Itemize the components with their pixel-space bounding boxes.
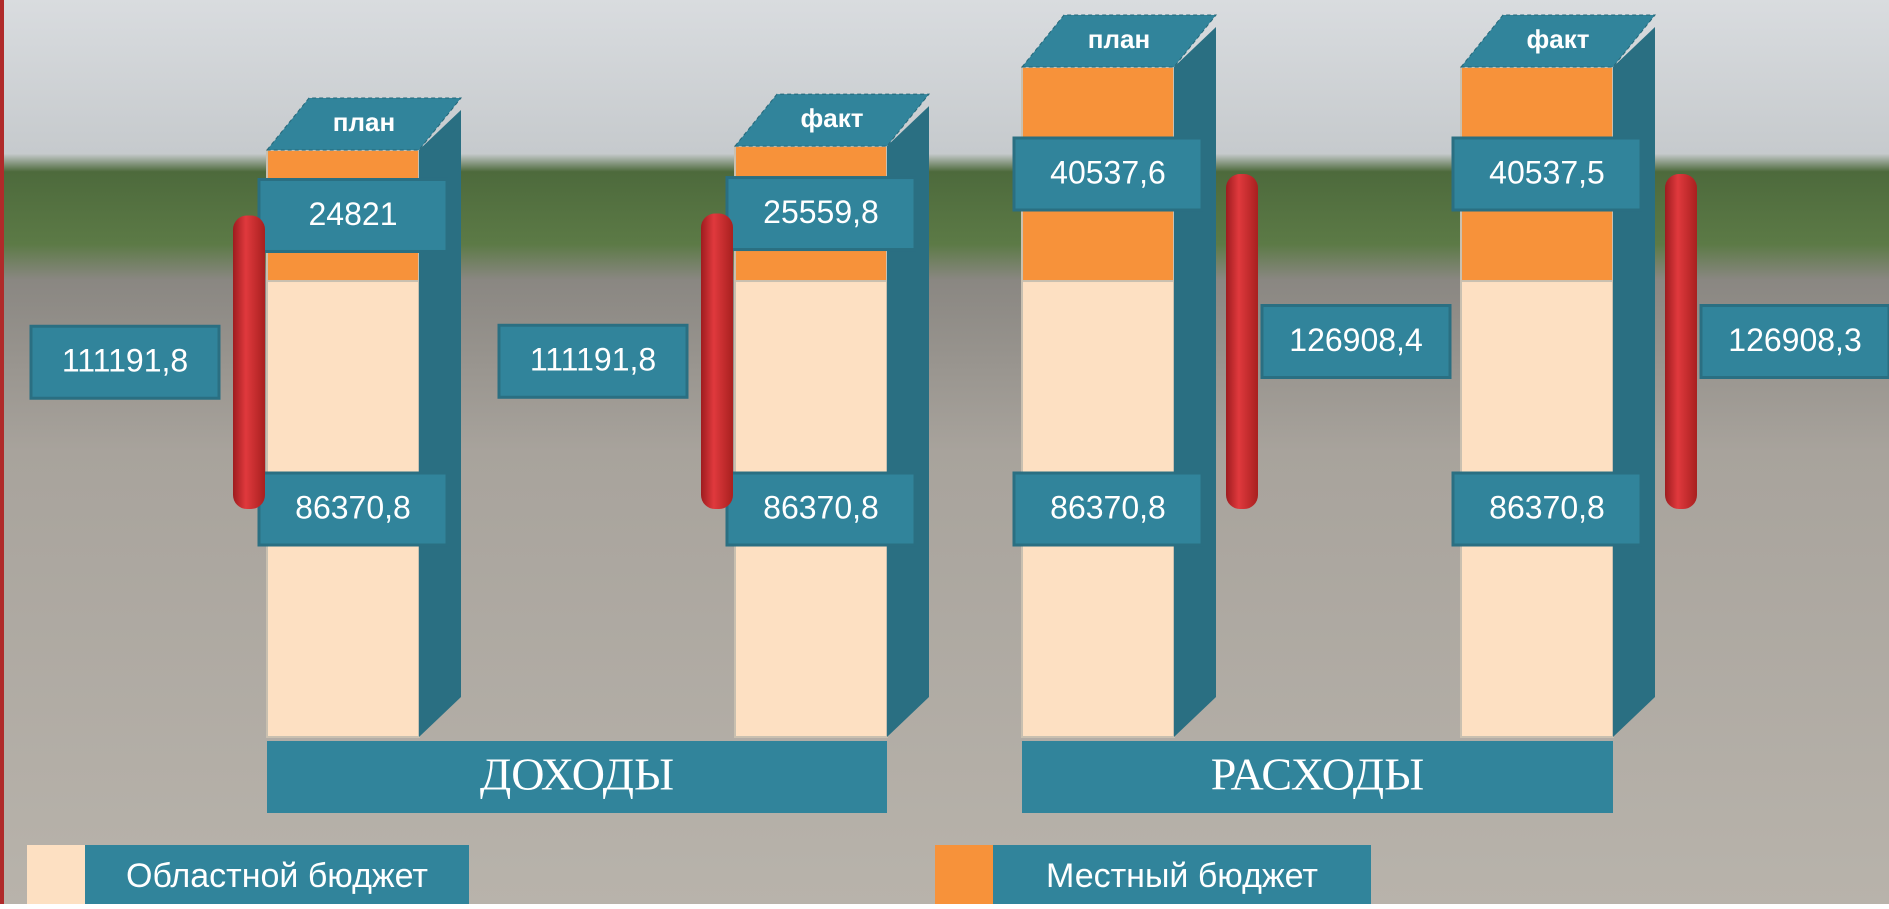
category-label: план bbox=[333, 107, 395, 137]
total-label-box bbox=[1260, 304, 1452, 380]
total-bracket bbox=[701, 213, 733, 510]
group-label: РАСХОДЫ bbox=[1211, 749, 1424, 800]
value-label-box bbox=[1012, 136, 1204, 212]
total-label: 126908,3 bbox=[1728, 322, 1861, 358]
bar-cap bbox=[1459, 14, 1657, 68]
legend-swatch bbox=[27, 845, 85, 907]
value-label-box bbox=[1451, 471, 1643, 547]
value-label-box bbox=[257, 471, 449, 547]
group-box bbox=[267, 741, 887, 813]
total-bracket bbox=[1226, 174, 1258, 510]
category-label: план bbox=[1088, 24, 1150, 54]
category-label: факт bbox=[801, 103, 864, 133]
total-label-box bbox=[29, 324, 221, 400]
value-label: 86370,8 bbox=[1489, 489, 1605, 525]
value-label: 25559,8 bbox=[763, 194, 879, 230]
value-label: 40537,6 bbox=[1050, 154, 1166, 190]
value-label: 24821 bbox=[309, 196, 398, 232]
value-label: 86370,8 bbox=[295, 489, 411, 525]
bar-side bbox=[887, 106, 929, 737]
legend-label: Местный бюджет bbox=[1046, 857, 1318, 895]
value-label-box bbox=[725, 471, 917, 547]
value-label: 40537,5 bbox=[1489, 154, 1605, 190]
group-box bbox=[1022, 741, 1613, 813]
value-label: 86370,8 bbox=[763, 489, 879, 525]
value-label-box bbox=[1012, 471, 1204, 547]
legend-label: Областной бюджет bbox=[126, 857, 428, 895]
value-label-box bbox=[725, 176, 917, 252]
value-label-box bbox=[1451, 136, 1643, 212]
bar-cap bbox=[733, 93, 931, 147]
legend-box bbox=[85, 845, 469, 907]
bar-cap bbox=[1020, 14, 1218, 68]
value-label: 86370,8 bbox=[1050, 489, 1166, 525]
total-label: 111191,8 bbox=[530, 342, 656, 378]
total-label: 111191,8 bbox=[62, 343, 188, 379]
total-label-box bbox=[1699, 304, 1889, 380]
group-label: ДОХОДЫ bbox=[480, 749, 674, 800]
total-bracket bbox=[1665, 174, 1697, 510]
total-label-box bbox=[497, 323, 689, 399]
bar-side bbox=[419, 109, 461, 738]
category-label: факт bbox=[1527, 24, 1590, 54]
bar-cap bbox=[265, 97, 463, 151]
left-border bbox=[0, 0, 4, 904]
legend-swatch bbox=[935, 845, 993, 907]
value-label-box bbox=[257, 177, 449, 253]
bar-side bbox=[1174, 27, 1216, 737]
total-bracket bbox=[233, 215, 265, 510]
bar-side bbox=[1613, 27, 1655, 737]
legend-box bbox=[993, 845, 1371, 907]
total-label: 126908,4 bbox=[1289, 322, 1422, 358]
